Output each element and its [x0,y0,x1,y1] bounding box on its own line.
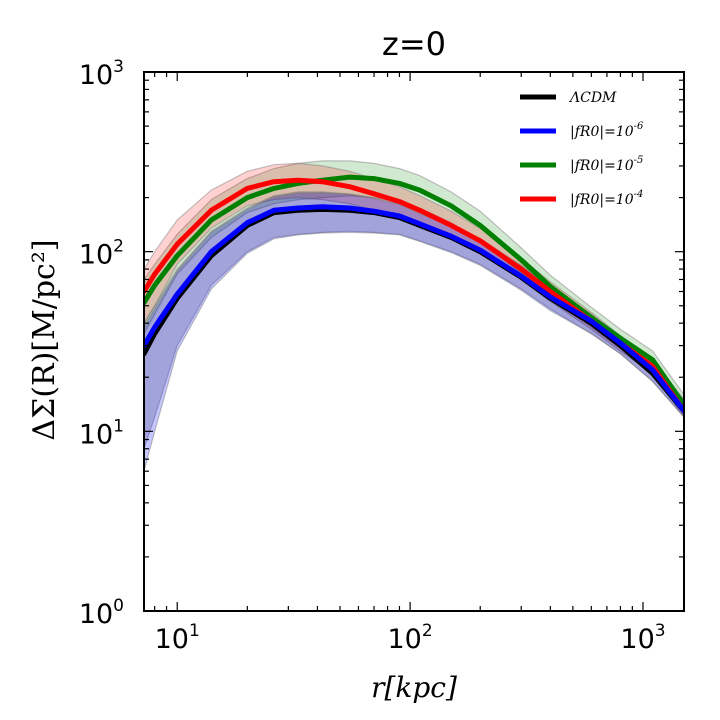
y-tick-label: 100 [79,596,124,630]
band-series-1 [144,192,684,472]
band-series-2 [144,160,684,412]
line-series-2 [144,174,684,408]
x-tick-label: 103 [620,621,665,655]
plot-frame [143,71,685,612]
line-series-1 [144,204,684,414]
y-axis-ticks: 100 101 102 103 [79,57,684,630]
legend-label-3: |fR0|=10-4 [570,189,643,208]
series-lines [144,174,684,414]
legend-label-1: |fR0|=10-6 [570,121,644,140]
x-axis-label: r[kpc] [371,671,457,704]
x-tick-label: 101 [155,621,200,655]
y-tick-label: 103 [79,57,124,91]
y-tick-label: 102 [79,237,124,271]
legend-label-2: |fR0|=10-5 [570,155,643,174]
legend-label-0: ΛCDM [568,90,617,106]
y-tick-label: 101 [79,416,124,450]
x-axis-ticks: 101 102 103 [154,72,666,655]
confidence-bands [144,160,684,472]
band-series-0 [144,191,684,449]
legend: ΛCDM |fR0|=10-6 |fR0|=10-5 |fR0|=10-4 [520,90,644,208]
x-tick-label: 102 [388,621,433,655]
chart-title: z=0 [382,25,446,63]
band-series-3 [144,162,684,419]
y-axis-label: ΔΣ(R)[M/pc²] [27,239,62,440]
